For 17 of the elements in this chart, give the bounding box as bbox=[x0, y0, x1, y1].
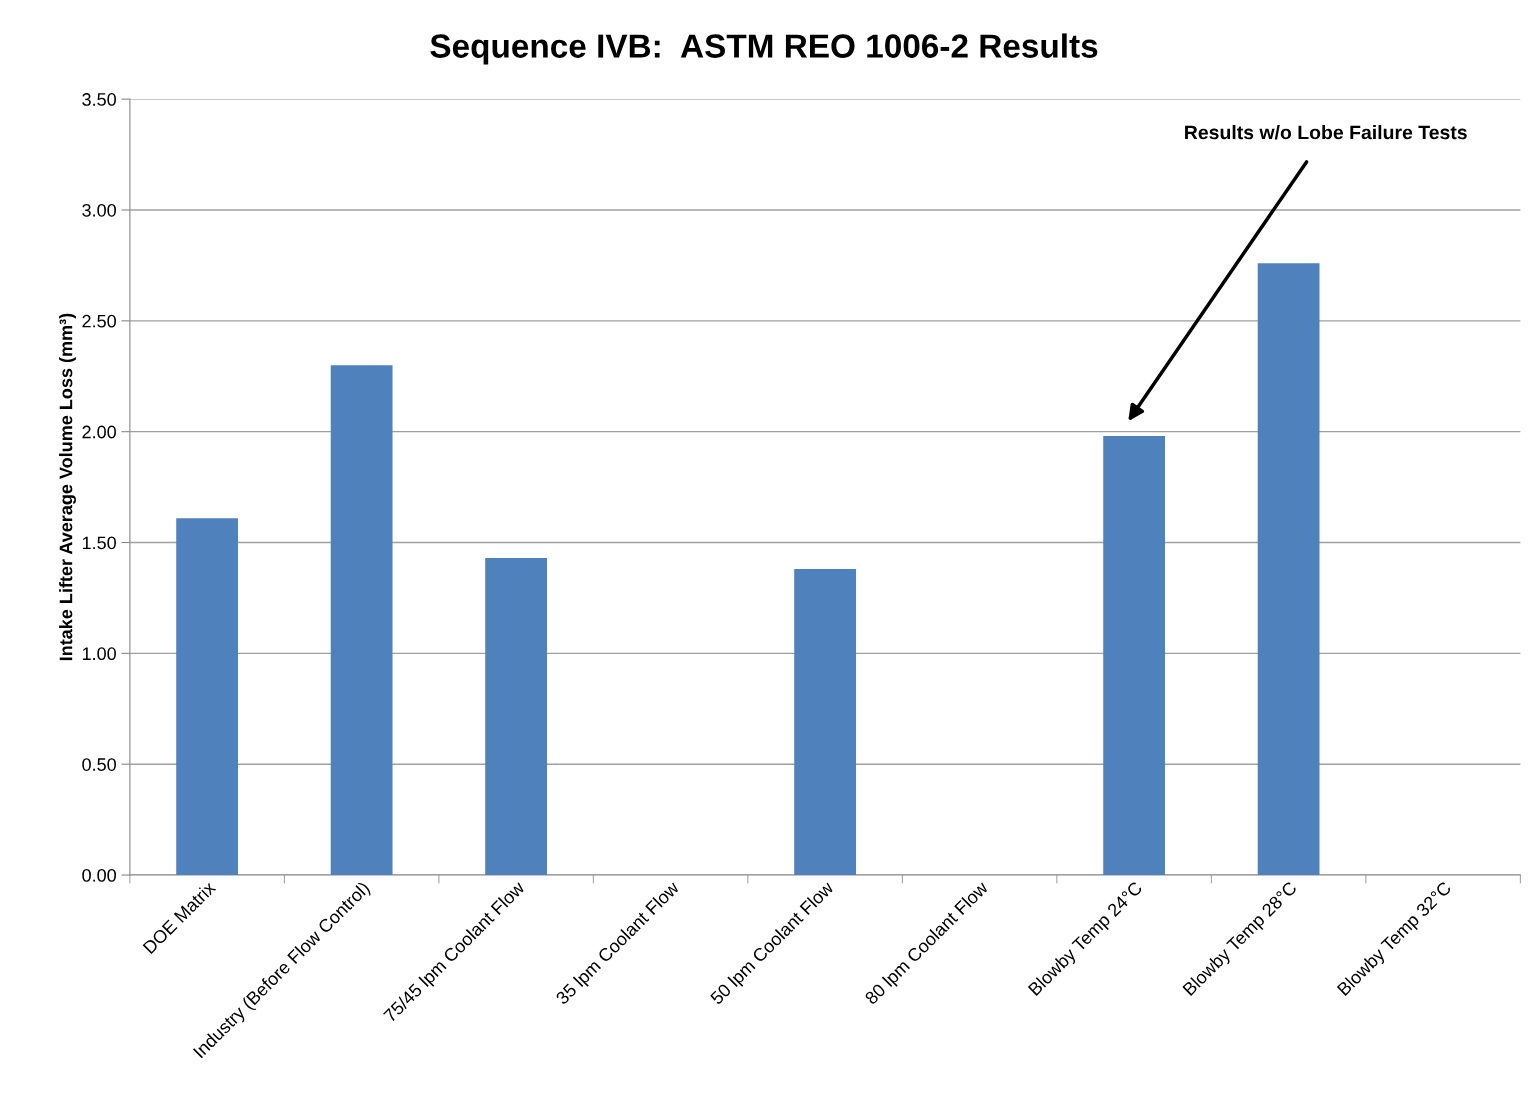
bar bbox=[1103, 436, 1166, 876]
y-tick-label: 3.00 bbox=[82, 203, 116, 217]
bar bbox=[176, 518, 239, 876]
y-tick-label: 3.50 bbox=[82, 93, 116, 106]
bar bbox=[485, 558, 548, 876]
y-tick-label: 1.00 bbox=[82, 647, 116, 661]
y-tick-label: 2.00 bbox=[82, 425, 116, 439]
bar bbox=[1257, 263, 1320, 876]
y-tick-label: 2.50 bbox=[82, 314, 116, 328]
y-tick-label: 1.50 bbox=[82, 536, 116, 550]
y-tick-label: 0.00 bbox=[82, 868, 116, 882]
y-tick-label: 0.50 bbox=[82, 758, 116, 771]
annotation: Results w/o Lobe Failure Tests bbox=[1185, 125, 1467, 140]
y-axis-title: Intake Lifter Average Volume Loss (mm³) bbox=[59, 313, 76, 661]
bar bbox=[330, 365, 393, 876]
bar bbox=[794, 569, 857, 876]
chart-title: Sequence IVB: ASTM REO 1006-2 Results bbox=[430, 33, 1098, 65]
